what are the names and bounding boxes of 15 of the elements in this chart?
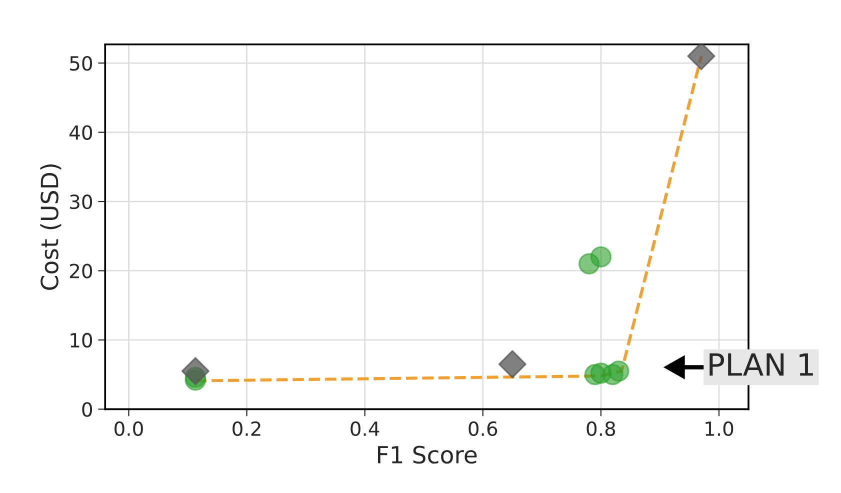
x-tick-label: 0.4 (350, 421, 380, 436)
x-axis-title: F1 Score (378, 446, 477, 464)
x-tick-label: 0.6 (468, 421, 498, 436)
annotation: PLAN 1 (710, 353, 813, 376)
y-axis-title: Cost (USD) (40, 164, 62, 290)
y-tick-label: 30 (70, 194, 92, 210)
y-tick-label: 20 (70, 264, 92, 278)
y-tick-label: 50 (70, 56, 92, 71)
y-tick-label: 10 (70, 332, 92, 348)
x-tick-label: 1.0 (706, 421, 734, 436)
x-tick-label: 0.2 (232, 421, 260, 436)
x-tick-label: 0.0 (114, 421, 143, 436)
y-tick-label: 40 (70, 125, 92, 140)
x-tick-label: 0.8 (586, 421, 616, 436)
y-tick-label: 0 (82, 402, 92, 417)
